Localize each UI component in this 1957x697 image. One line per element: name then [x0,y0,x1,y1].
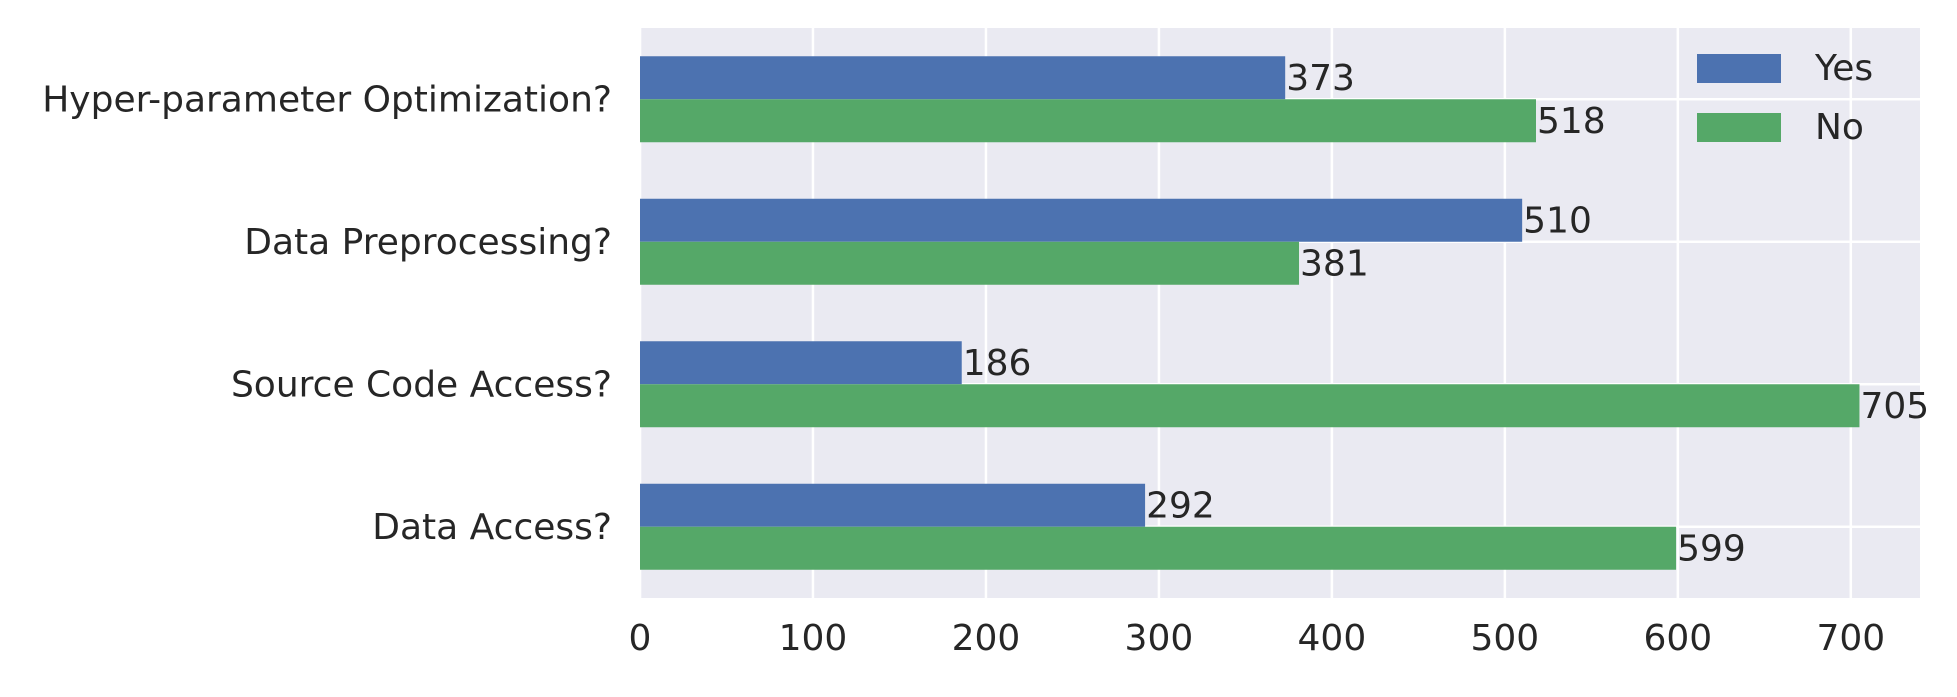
legend-label-no: No [1815,107,1864,148]
x-tick-label: 600 [1643,618,1712,659]
x-tick-label: 300 [1125,618,1194,659]
bar-yes [640,341,962,385]
x-tick-label: 100 [779,618,848,659]
bar-value-label: 373 [1286,58,1355,99]
y-tick-label: Data Preprocessing? [244,222,612,263]
y-tick-label: Hyper-parameter Optimization? [42,79,612,120]
bar-value-label: 705 [1860,386,1929,427]
bar-value-label: 381 [1300,243,1369,284]
legend-swatch-yes [1697,54,1781,83]
y-axis: Data Access? Source Code Access? Data Prep… [42,79,612,548]
x-tick-label: 0 [629,618,652,659]
bar-no [640,241,1300,285]
x-tick-label: 200 [952,618,1021,659]
bar-yes [640,483,1146,527]
bar-yes [640,198,1523,242]
y-tick-label: Data Access? [372,507,612,548]
bar-no [640,526,1677,570]
legend-label-yes: Yes [1814,48,1873,89]
bar-value-label: 510 [1523,200,1592,241]
bar-yes [640,56,1286,100]
bar-value-label: 292 [1146,485,1215,526]
x-tick-label: 500 [1471,618,1540,659]
y-tick-label: Source Code Access? [231,364,612,405]
legend: Yes No [1697,48,1873,148]
x-tick-label: 700 [1816,618,1885,659]
bars [640,56,1860,570]
bar-value-label: 186 [963,343,1032,384]
x-tick-label: 400 [1298,618,1367,659]
x-axis: 0 100 200 300 400 500 600 700 [629,618,1886,659]
legend-swatch-no [1697,113,1781,142]
bar-value-label: 599 [1677,528,1746,569]
data-labels: 292 599 186 705 510 381 373 518 [963,58,1929,570]
bar-no [640,99,1536,143]
bar-value-label: 518 [1537,101,1606,142]
bar-no [640,384,1860,428]
